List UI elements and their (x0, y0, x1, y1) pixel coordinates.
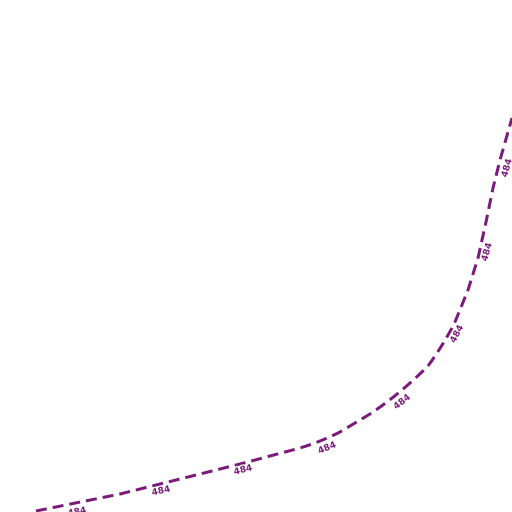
route-labels: 484 484 484 484 484 484 484 484 (66, 156, 512, 512)
route-label: 484 (500, 158, 512, 179)
route-label: 484 (317, 440, 338, 456)
route-label: 484 (449, 324, 467, 345)
route-484-line[interactable] (35, 117, 512, 512)
route-label: 484 (67, 506, 87, 512)
route-label: 484 (480, 242, 495, 263)
